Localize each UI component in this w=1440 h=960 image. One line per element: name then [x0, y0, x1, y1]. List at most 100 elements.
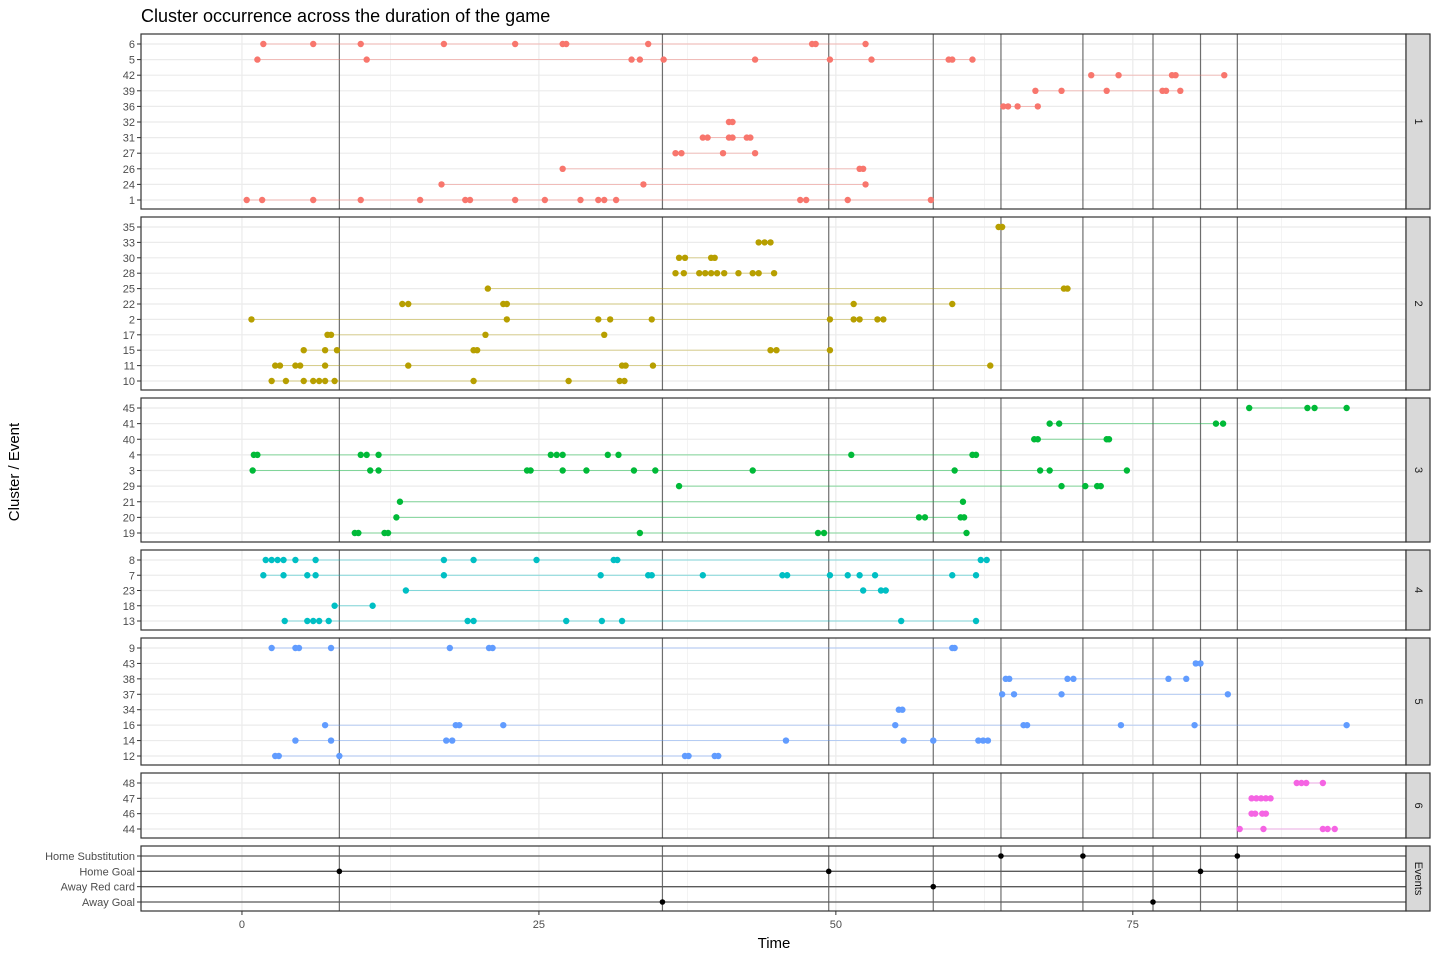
- data-point: [636, 529, 644, 537]
- data-point: [636, 56, 644, 63]
- series-35: [995, 223, 1006, 231]
- data-point: [782, 737, 790, 744]
- series-3: [249, 467, 1131, 474]
- y-tick-label: 45: [123, 403, 135, 415]
- data-point: [470, 617, 477, 625]
- data-point: [848, 451, 855, 459]
- y-tick-label: 4: [129, 450, 135, 462]
- series-11: [272, 362, 994, 369]
- x-axis-title: Time: [758, 935, 791, 952]
- data-point: [1070, 675, 1077, 683]
- data-point: [826, 572, 834, 579]
- series-1: [243, 196, 935, 204]
- data-point: [969, 56, 976, 63]
- y-tick-label: Home Goal: [79, 866, 135, 878]
- data-point: [563, 617, 570, 625]
- data-point: [612, 196, 620, 204]
- data-point: [747, 134, 754, 141]
- data-point: [268, 644, 275, 652]
- data-point: [812, 40, 819, 48]
- data-point: [577, 196, 584, 204]
- x-tick-label: 25: [533, 919, 545, 931]
- data-point: [1082, 482, 1089, 490]
- data-point: [963, 529, 970, 537]
- series-away-red-card: [141, 883, 1406, 890]
- data-point: [672, 270, 679, 277]
- data-point: [844, 572, 851, 579]
- data-point: [1293, 779, 1300, 787]
- data-point: [276, 362, 284, 369]
- data-point: [281, 617, 288, 625]
- data-point: [715, 752, 722, 760]
- data-point: [1304, 404, 1311, 412]
- data-point: [648, 572, 655, 579]
- series-13: [281, 617, 980, 625]
- y-tick-label: 41: [123, 419, 135, 431]
- series-5: [254, 56, 976, 63]
- data-point: [482, 331, 489, 338]
- data-point: [1162, 87, 1170, 95]
- data-point: [850, 300, 857, 308]
- data-point: [735, 270, 742, 277]
- x-tick-label: 0: [239, 919, 245, 931]
- data-point: [473, 347, 481, 354]
- y-tick-label: 34: [123, 705, 135, 717]
- series-22: [399, 300, 956, 308]
- data-point: [783, 572, 791, 579]
- data-point: [1224, 691, 1232, 698]
- data-point: [761, 239, 768, 246]
- data-point: [930, 737, 937, 744]
- series-34: [895, 706, 906, 713]
- y-tick-label: 30: [123, 253, 135, 265]
- data-point: [260, 40, 267, 48]
- data-point: [484, 285, 492, 292]
- data-point: [312, 572, 319, 579]
- data-point: [327, 737, 335, 744]
- data-point: [1219, 420, 1227, 427]
- series-7: [260, 572, 980, 579]
- data-point: [336, 752, 343, 760]
- data-point: [1177, 87, 1184, 95]
- series-10: [268, 377, 628, 385]
- series-38: [1002, 675, 1190, 683]
- data-point: [405, 300, 412, 308]
- data-point: [1331, 825, 1338, 833]
- data-point: [375, 467, 382, 474]
- y-tick-label: 21: [123, 497, 135, 509]
- data-point: [1014, 103, 1021, 110]
- panel-background: [141, 773, 1406, 838]
- data-point: [500, 721, 507, 729]
- data-point: [900, 737, 907, 744]
- data-point: [300, 347, 307, 354]
- y-tick-label: 13: [123, 616, 135, 628]
- data-point: [1064, 675, 1071, 683]
- facet-strip-label: 3: [1412, 467, 1424, 473]
- data-point: [1303, 779, 1310, 787]
- data-point: [949, 56, 956, 63]
- y-tick-label: 46: [123, 809, 135, 821]
- data-point: [363, 56, 370, 63]
- data-point: [321, 721, 329, 729]
- data-point: [850, 316, 857, 323]
- data-point: [1010, 691, 1018, 698]
- data-point: [951, 644, 958, 652]
- data-point: [1058, 482, 1065, 490]
- data-point: [310, 377, 317, 385]
- series-23: [402, 587, 889, 594]
- data-point: [559, 165, 566, 172]
- data-point: [1103, 87, 1110, 95]
- series-42: [1088, 72, 1228, 79]
- data-point: [1123, 467, 1131, 474]
- data-point: [438, 181, 445, 188]
- data-point: [707, 270, 715, 277]
- series-40: [1031, 436, 1113, 443]
- series-25: [484, 285, 1071, 292]
- data-point: [615, 451, 622, 459]
- series-36: [1000, 103, 1041, 110]
- y-tick-label: Home Substitution: [45, 851, 135, 863]
- data-point: [369, 602, 376, 609]
- y-tick-label: 20: [123, 512, 135, 524]
- data-point: [622, 362, 629, 369]
- data-point: [357, 196, 364, 204]
